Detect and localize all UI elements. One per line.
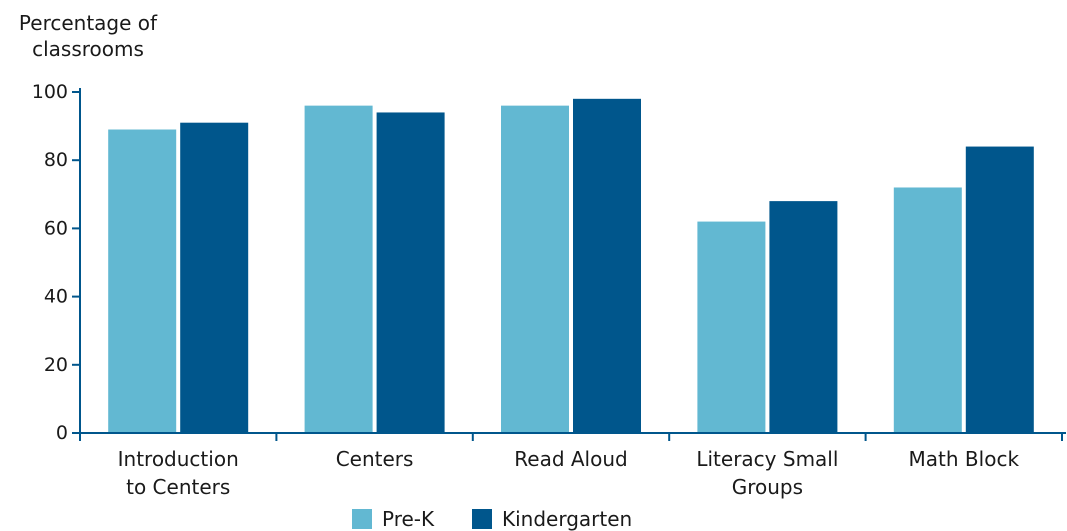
bar-kindergarten-0 <box>180 122 249 433</box>
y-axis-title: Percentage of classrooms <box>8 10 168 62</box>
legend-label-prek: Pre-K <box>382 507 435 531</box>
bar-prek-4 <box>893 187 962 433</box>
legend-swatch-kindergarten <box>472 509 492 529</box>
bar-kindergarten-1 <box>376 112 445 434</box>
x-tick-label-0-0: Introduction <box>118 447 239 471</box>
x-tick-label-3-1: Groups <box>732 475 803 499</box>
x-tick-label-2-0: Read Aloud <box>514 447 627 471</box>
legend-item-prek: Pre-K <box>352 507 434 531</box>
y-tick-label-0: 0 <box>56 422 68 444</box>
legend-swatch-prek <box>352 509 372 529</box>
x-tick-label-3-0: Literacy Small <box>696 447 838 471</box>
y-axis-title-line-2: classrooms <box>32 37 144 61</box>
bar-kindergarten-3 <box>769 201 838 433</box>
bar-kindergarten-2 <box>573 98 641 433</box>
bar-kindergarten-4 <box>965 146 1034 433</box>
y-tick-label-100: 100 <box>32 81 68 103</box>
legend-item-kindergarten: Kindergarten <box>472 507 632 531</box>
bar-prek-0 <box>108 129 177 433</box>
y-tick-label-60: 60 <box>44 217 68 239</box>
y-tick-label-80: 80 <box>44 149 68 171</box>
bar-prek-3 <box>697 221 766 433</box>
legend: Pre-K Kindergarten <box>0 505 1067 531</box>
y-tick-label-20: 20 <box>44 354 68 376</box>
x-tick-label-4-0: Math Block <box>909 447 1020 471</box>
y-axis-title-line-1: Percentage of <box>18 11 158 35</box>
y-tick-label-40: 40 <box>44 286 68 308</box>
legend-label-kindergarten: Kindergarten <box>502 507 633 531</box>
x-tick-label-0-1: to Centers <box>126 475 230 499</box>
bar-prek-2 <box>501 105 569 433</box>
bar-prek-1 <box>304 105 373 433</box>
x-tick-label-1-0: Centers <box>336 447 414 471</box>
